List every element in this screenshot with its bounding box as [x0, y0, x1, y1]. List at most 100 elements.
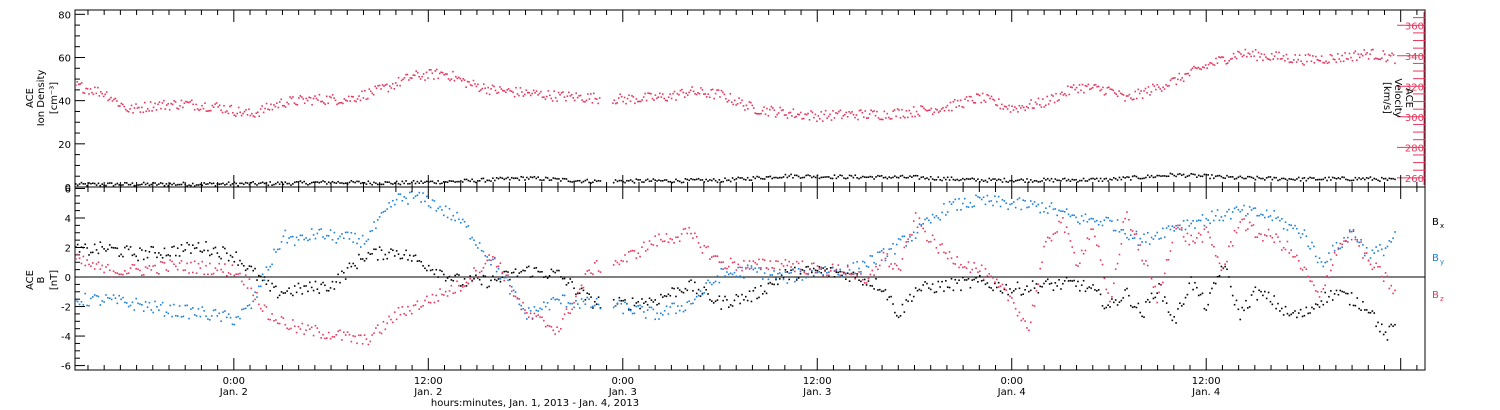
by-point [933, 216, 936, 219]
density-point [1297, 176, 1300, 179]
by-point [84, 292, 87, 295]
bz-point [650, 243, 653, 246]
bx-point [846, 272, 849, 275]
velocity-point [554, 96, 557, 99]
velocity-point [629, 100, 632, 103]
velocity-point [1369, 53, 1371, 55]
velocity-point [551, 100, 554, 102]
by-point [590, 306, 592, 309]
bx-point [590, 296, 592, 298]
by-point [241, 308, 243, 311]
density-point [409, 182, 411, 185]
velocity-point [1149, 94, 1151, 96]
bx-point [743, 298, 745, 301]
by-point [650, 306, 653, 309]
density-point [945, 178, 947, 181]
velocity-point [478, 90, 481, 93]
velocity-point [271, 108, 274, 111]
density-point [563, 177, 566, 180]
by-point [1356, 240, 1359, 243]
bx-point [888, 296, 891, 298]
bx-point [1152, 297, 1155, 300]
density-point [573, 180, 575, 183]
density-point [290, 184, 292, 186]
bx-point [790, 269, 792, 272]
velocity-point [453, 79, 456, 82]
density-axis-label-line3: [cm⁻³] [49, 82, 60, 114]
bx-point [824, 269, 826, 272]
bx-point [1197, 294, 1200, 297]
bz-point [405, 314, 407, 316]
velocity-point [1366, 52, 1368, 54]
density-point [461, 181, 464, 183]
velocity-point [1203, 66, 1206, 69]
velocity-point [1090, 87, 1093, 90]
by-point [654, 318, 656, 321]
by-point [1305, 235, 1308, 238]
velocity-point [747, 108, 749, 110]
velocity-point [532, 89, 535, 92]
bx-point [282, 292, 285, 294]
velocity-point [880, 118, 883, 121]
velocity-point [1093, 84, 1095, 86]
density-point [822, 176, 824, 179]
velocity-point [1190, 68, 1192, 71]
velocity-point [1275, 51, 1277, 53]
by-point [678, 309, 681, 312]
density-point [469, 180, 472, 183]
velocity-point [223, 104, 225, 107]
velocity-point [1133, 98, 1135, 101]
density-point [758, 176, 760, 179]
velocity-point [89, 88, 92, 90]
velocity-point [110, 96, 112, 99]
bx-point [939, 286, 941, 288]
density-point [1177, 173, 1179, 176]
density-point [460, 180, 462, 182]
bz-point [82, 255, 85, 258]
velocity-point [141, 106, 143, 109]
velocity-point [506, 89, 509, 91]
velocity-point [305, 97, 307, 100]
bx-point [448, 275, 451, 278]
velocity-point [1281, 57, 1283, 60]
bz-point [124, 270, 126, 272]
bx-point [954, 278, 957, 281]
bz-point [275, 319, 277, 321]
bz-point [626, 260, 628, 263]
bz-point [1224, 263, 1226, 266]
density-point [939, 179, 941, 181]
by-point [1005, 202, 1008, 205]
bz-point [1348, 230, 1351, 233]
velocity-point [1099, 89, 1101, 92]
bx-point [208, 254, 211, 257]
legend-by-subscript: y [1440, 258, 1444, 266]
by-point [188, 317, 190, 320]
bz-point [941, 243, 943, 245]
velocity-point [416, 71, 419, 74]
bz-point [1322, 288, 1325, 290]
bz-point [1058, 220, 1060, 223]
velocity-point [755, 112, 758, 115]
bz-point [1079, 262, 1081, 265]
velocity-point [895, 115, 897, 118]
bz-point [733, 261, 736, 263]
velocity-point [1231, 57, 1233, 60]
bz-point [1290, 249, 1293, 251]
velocity-point [915, 110, 918, 113]
density-point [1124, 177, 1126, 179]
velocity-point [581, 99, 583, 101]
bz-point [229, 273, 232, 275]
bz-point [994, 281, 996, 283]
density-tick-label: 40 [58, 97, 71, 108]
by-point [1220, 216, 1223, 218]
bx-point [694, 281, 696, 284]
by-point [1039, 211, 1041, 214]
bx-point [414, 254, 417, 257]
density-point [478, 180, 481, 182]
bz-point [378, 331, 381, 334]
bz-point [1296, 254, 1298, 257]
bx-point [520, 270, 522, 273]
bx-point [1322, 303, 1325, 306]
bz-point [1096, 244, 1098, 247]
bx-point [250, 265, 253, 268]
